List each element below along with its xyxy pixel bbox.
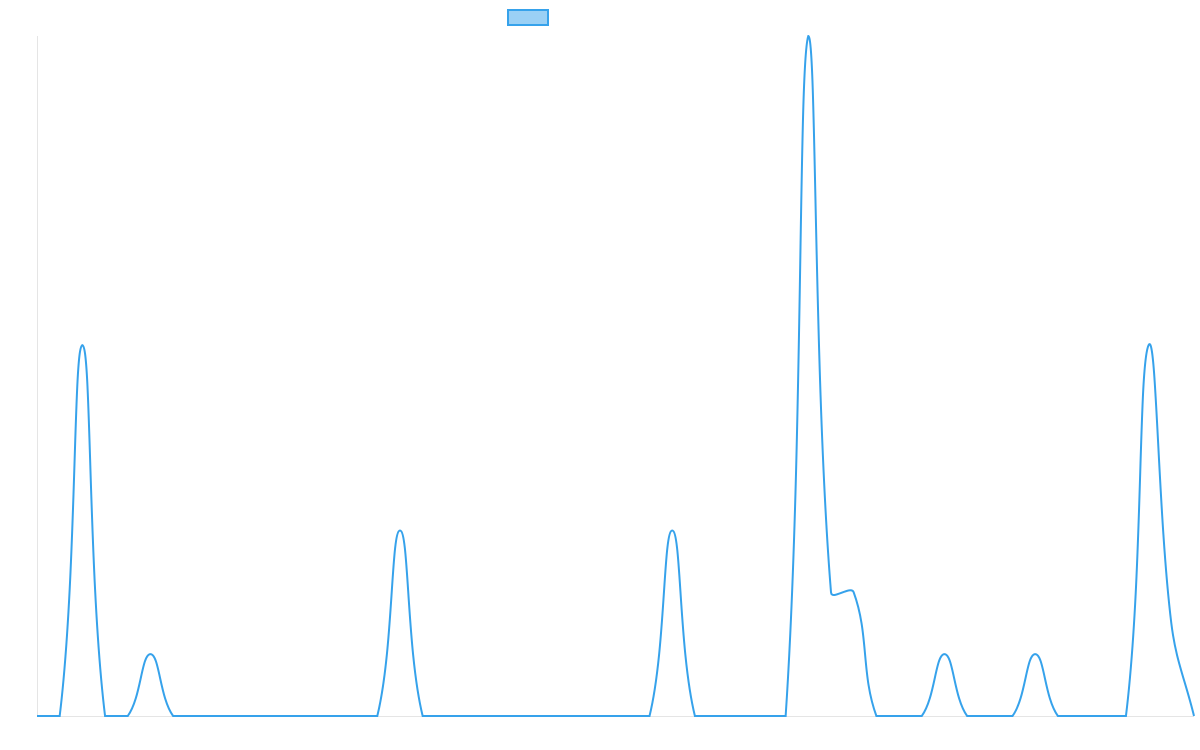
legend-swatch <box>507 9 549 26</box>
line <box>37 34 1195 717</box>
